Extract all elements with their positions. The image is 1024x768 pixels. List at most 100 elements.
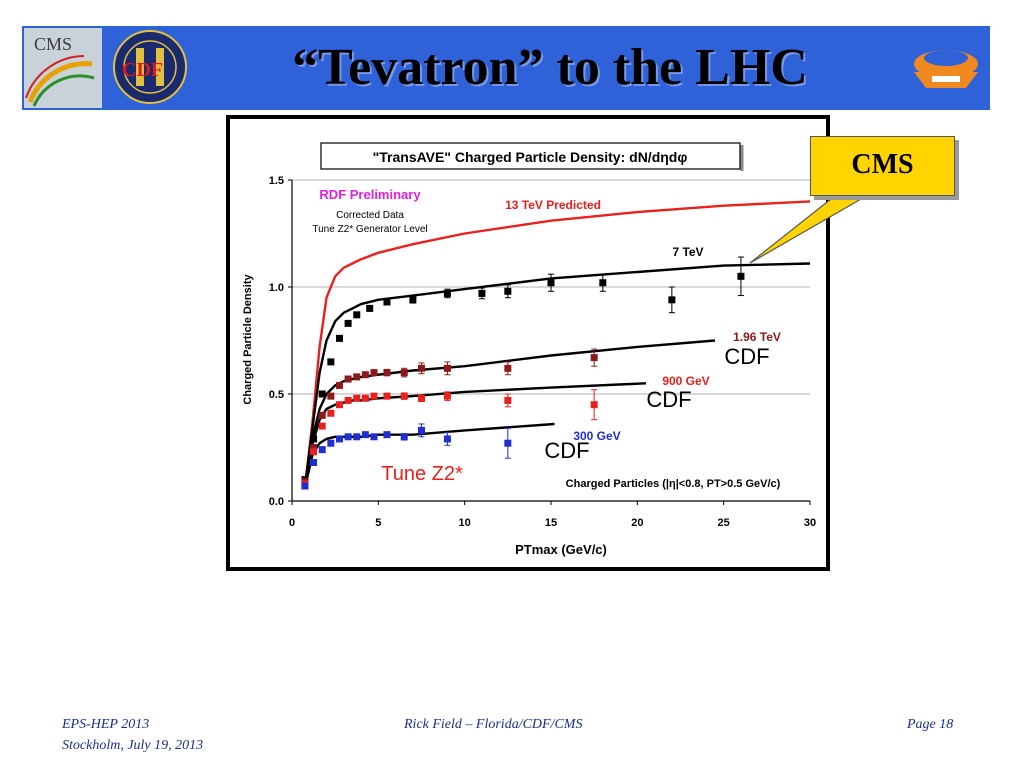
point-7tev	[668, 296, 676, 304]
label-300gev: 300 GeV	[573, 429, 620, 443]
point-1-96tev	[400, 369, 408, 377]
point-1-96tev	[318, 411, 326, 419]
footer-author: Rick Field – Florida/CDF/CMS	[404, 717, 583, 732]
point-300gev	[318, 446, 326, 454]
point-7tev	[443, 289, 451, 297]
x-tick-label: 20	[631, 517, 643, 529]
footer-date: Stockholm, July 19, 2013	[62, 738, 204, 753]
point-900gev	[370, 392, 378, 400]
x-tick-label: 25	[718, 517, 730, 529]
point-7tev	[344, 319, 352, 327]
cdf-logo-text: CDF	[122, 59, 163, 81]
x-tick-label: 30	[804, 517, 816, 529]
point-7tev	[504, 287, 512, 295]
tune-z2-label: Tune Z2*	[381, 463, 463, 485]
cdf-label-300gev: CDF	[544, 438, 589, 463]
point-7tev	[335, 334, 343, 342]
point-300gev	[344, 433, 352, 441]
point-1-96tev	[504, 364, 512, 372]
point-1-96tev	[310, 444, 318, 451]
ufl-logo	[906, 28, 986, 108]
chart-title-box	[320, 142, 741, 170]
cms-logo-text: CMS	[34, 34, 72, 54]
point-300gev	[327, 439, 335, 447]
rdf-preliminary-label: RDF Preliminary	[319, 187, 421, 202]
point-7tev	[366, 304, 374, 312]
point-900gev	[443, 392, 451, 400]
curve-13tev-predicted	[304, 200, 811, 480]
cms-callout-pointer	[749, 194, 871, 264]
point-900gev	[400, 392, 408, 400]
point-300gev	[443, 435, 451, 443]
cms-logo: CMS	[24, 28, 102, 108]
point-900gev	[344, 396, 352, 404]
point-7tev	[383, 298, 391, 306]
x-tick-label: 10	[459, 517, 471, 529]
point-1-96tev	[443, 364, 451, 372]
point-300gev	[504, 439, 512, 447]
label-7tev: 7 TeV	[672, 245, 703, 259]
point-900gev	[310, 448, 318, 456]
x-tick-label: 5	[375, 517, 381, 529]
cuts-label: Charged Particles (|η|<0.8, PT>0.5 GeV/c…	[566, 478, 781, 490]
y-tick-label: 1.5	[269, 175, 284, 187]
footer-conference: EPS-HEP 2013	[62, 717, 150, 732]
curve-900gev	[304, 382, 647, 480]
point-300gev	[383, 431, 391, 439]
chart-title: "TransAVE" Charged Particle Density: dN/…	[373, 149, 688, 165]
point-900gev	[361, 394, 369, 402]
point-7tev	[327, 358, 335, 366]
point-900gev	[318, 422, 326, 430]
cdf-label-1-96tev: CDF	[724, 344, 769, 369]
slide-title: “Tevatron” to the LHC	[292, 39, 808, 96]
point-7tev	[318, 390, 326, 398]
generator-level-label: Tune Z2* Generator Level	[312, 224, 427, 235]
point-1-96tev	[590, 354, 598, 362]
point-7tev	[737, 272, 745, 280]
corrected-data-label: Corrected Data	[336, 210, 404, 221]
x-tick-label: 15	[545, 517, 557, 529]
x-axis-label: PTmax (GeV/c)	[515, 542, 607, 557]
cdf-label-900gev: CDF	[646, 387, 691, 412]
point-7tev	[547, 279, 555, 287]
y-tick-label: 0.0	[269, 496, 284, 508]
point-7tev	[478, 289, 486, 297]
point-300gev	[335, 435, 343, 443]
point-900gev	[418, 394, 425, 402]
point-1-96tev	[335, 381, 343, 389]
point-1-96tev	[353, 373, 361, 381]
y-axis-label: Charged Particle Density	[242, 274, 254, 405]
point-300gev	[370, 433, 378, 441]
point-7tev	[310, 435, 318, 443]
point-1-96tev	[361, 371, 369, 379]
point-300gev	[353, 433, 361, 441]
point-7tev	[409, 296, 417, 304]
point-1-96tev	[344, 375, 352, 383]
y-tick-label: 0.5	[269, 389, 284, 401]
point-300gev	[310, 458, 318, 466]
curve-7tev	[304, 262, 811, 480]
point-300gev	[418, 426, 425, 434]
label-900gev: 900 GeV	[662, 374, 709, 388]
point-900gev	[590, 401, 598, 409]
point-1-96tev	[327, 392, 335, 400]
cms-callout: CMS	[810, 136, 955, 196]
point-900gev	[335, 401, 343, 409]
point-300gev	[400, 433, 408, 441]
x-tick-label: 0	[289, 517, 295, 529]
point-900gev	[383, 392, 391, 400]
label-13tev-predicted: 13 TeV Predicted	[505, 198, 601, 212]
point-300gev	[301, 482, 309, 490]
point-900gev	[353, 394, 361, 402]
point-300gev	[361, 431, 369, 439]
y-tick-label: 1.0	[269, 282, 284, 294]
label-1-96tev: 1.96 TeV	[733, 330, 781, 344]
point-7tev	[599, 279, 607, 287]
point-1-96tev	[418, 364, 425, 372]
cdf-logo: CDF	[112, 28, 188, 106]
point-1-96tev	[383, 369, 391, 377]
footer-page: Page 18	[907, 717, 954, 732]
point-7tev	[353, 311, 361, 319]
point-900gev	[504, 396, 512, 404]
